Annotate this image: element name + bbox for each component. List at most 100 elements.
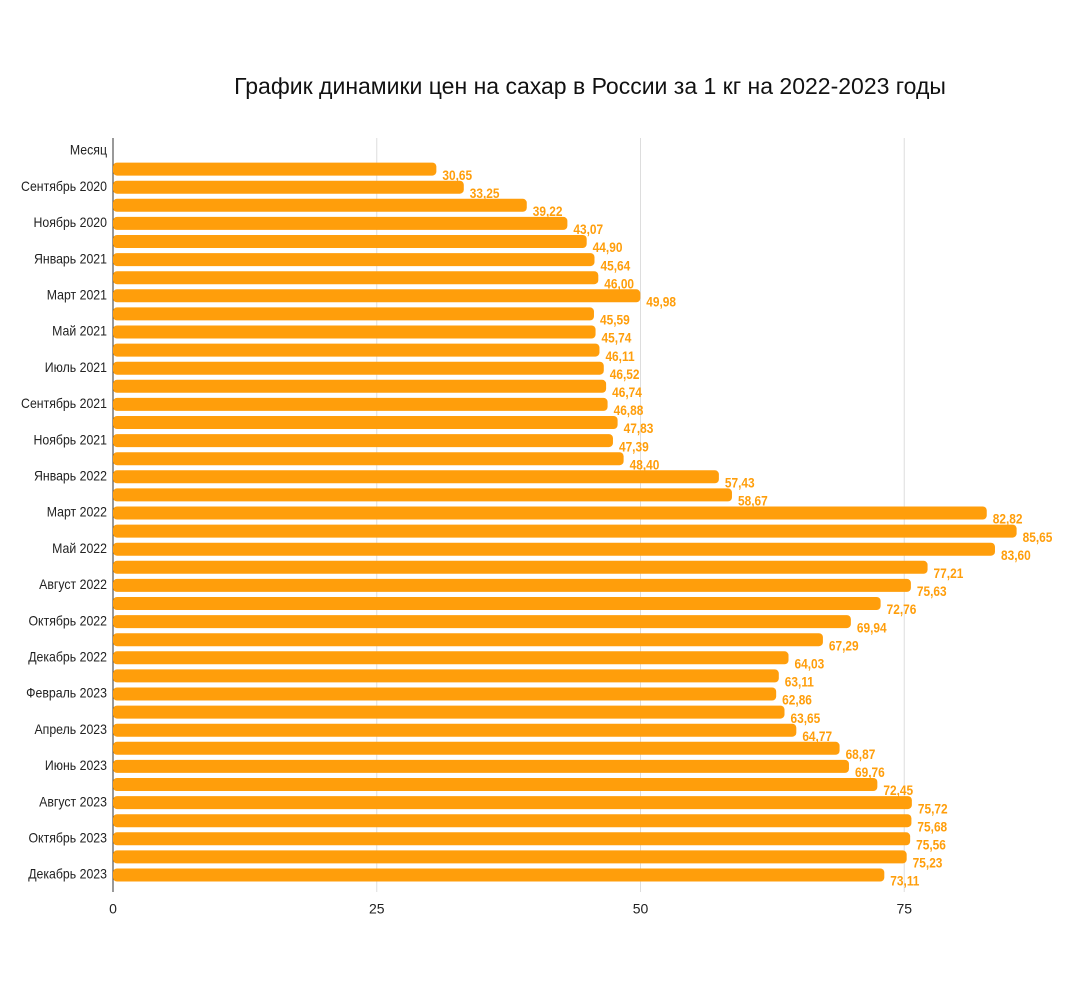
bar	[113, 307, 594, 321]
x-tick-label: 75	[896, 901, 912, 917]
bar	[113, 633, 823, 647]
value-label: 69,76	[855, 764, 885, 780]
value-label: 45,74	[602, 330, 632, 346]
value-label: 45,59	[600, 312, 630, 328]
bar	[113, 615, 851, 629]
y-tick-label: Сентябрь 2020	[21, 178, 107, 194]
bar	[113, 814, 912, 828]
bar	[113, 379, 607, 393]
bar	[113, 271, 599, 285]
value-label: 44,90	[593, 239, 623, 255]
bar	[113, 542, 995, 556]
value-label: 75,63	[917, 583, 947, 599]
bar	[113, 253, 595, 267]
y-tick-label: Февраль 2023	[26, 685, 107, 701]
y-tick-label: Январь 2021	[34, 251, 107, 267]
y-tick-label: Декабрь 2023	[28, 866, 107, 882]
bar	[113, 289, 641, 303]
bar	[113, 524, 1017, 538]
y-tick-label: Июнь 2023	[45, 757, 107, 773]
y-tick-label: Май 2021	[52, 323, 107, 339]
bar	[113, 687, 777, 701]
chart-title: График динамики цен на сахар в России за…	[234, 73, 946, 99]
y-tick-label: Месяц	[70, 142, 108, 158]
value-label: 67,29	[829, 637, 859, 653]
bar	[113, 198, 527, 212]
value-label: 68,87	[846, 746, 876, 762]
value-label: 57,43	[725, 475, 755, 491]
bar	[113, 669, 779, 683]
value-label: 83,60	[1001, 547, 1031, 563]
y-tick-label: Апрель 2023	[34, 721, 107, 737]
bar	[113, 741, 840, 755]
value-label: 39,22	[533, 203, 563, 219]
bar	[113, 434, 613, 448]
bar	[113, 850, 907, 864]
y-tick-label: Март 2021	[47, 287, 107, 303]
bar	[113, 452, 624, 466]
value-label: 77,21	[934, 565, 964, 581]
y-tick-label: Январь 2022	[34, 468, 107, 484]
y-tick-label: Октябрь 2023	[28, 830, 107, 846]
y-tick-label: Март 2022	[47, 504, 107, 520]
value-label: 47,39	[619, 438, 649, 454]
y-tick-label: Ноябрь 2021	[33, 432, 107, 448]
y-tick-label: Август 2023	[39, 794, 107, 810]
y-tick-label: Май 2022	[52, 540, 107, 556]
bar	[113, 325, 596, 339]
bar	[113, 180, 464, 194]
value-label: 47,83	[624, 420, 654, 436]
value-label: 46,11	[605, 348, 634, 364]
bar	[113, 235, 587, 248]
value-label: 63,65	[791, 710, 821, 726]
x-tick-label: 0	[109, 901, 117, 917]
bar	[113, 343, 600, 357]
x-tick-label: 25	[369, 901, 385, 917]
value-label: 63,11	[785, 674, 814, 690]
value-label: 30,65	[442, 167, 472, 183]
y-tick-label: Июль 2021	[45, 359, 107, 375]
value-label: 58,67	[738, 493, 768, 509]
value-label: 72,76	[887, 601, 917, 617]
value-label: 62,86	[782, 692, 812, 708]
bar	[113, 597, 881, 610]
value-label: 73,11	[890, 873, 919, 889]
value-label: 49,98	[646, 294, 676, 310]
value-label: 64,77	[802, 728, 832, 744]
y-tick-label: Сентябрь 2021	[21, 395, 107, 411]
value-label: 43,07	[573, 221, 603, 237]
y-tick-label: Август 2022	[39, 576, 107, 592]
value-label: 45,64	[601, 257, 631, 273]
bar	[113, 162, 437, 176]
bar	[113, 723, 797, 737]
bar	[113, 578, 911, 592]
bar	[113, 778, 878, 791]
bar	[113, 759, 849, 773]
value-label: 46,00	[604, 275, 634, 291]
bar	[113, 470, 719, 484]
value-label: 85,65	[1023, 529, 1053, 545]
bar	[113, 216, 568, 230]
y-tick-label: Декабрь 2022	[28, 649, 107, 665]
value-label: 72,45	[883, 782, 913, 798]
value-label: 64,03	[795, 656, 825, 672]
bar	[113, 560, 928, 574]
value-label: 46,52	[610, 366, 640, 382]
bar	[113, 796, 912, 810]
value-label: 75,56	[916, 837, 946, 853]
bar	[113, 868, 885, 882]
value-label: 69,94	[857, 619, 887, 635]
y-tick-label: Ноябрь 2020	[33, 214, 107, 230]
value-label: 75,72	[918, 800, 948, 816]
value-label: 82,82	[993, 511, 1023, 527]
value-label: 46,74	[612, 384, 642, 400]
bar	[113, 397, 608, 411]
bar	[113, 488, 732, 502]
value-label: 48,40	[630, 456, 660, 472]
bar	[113, 651, 789, 665]
bar	[113, 705, 785, 719]
value-label: 75,23	[913, 855, 943, 871]
bar	[113, 832, 911, 846]
bar	[113, 506, 987, 520]
